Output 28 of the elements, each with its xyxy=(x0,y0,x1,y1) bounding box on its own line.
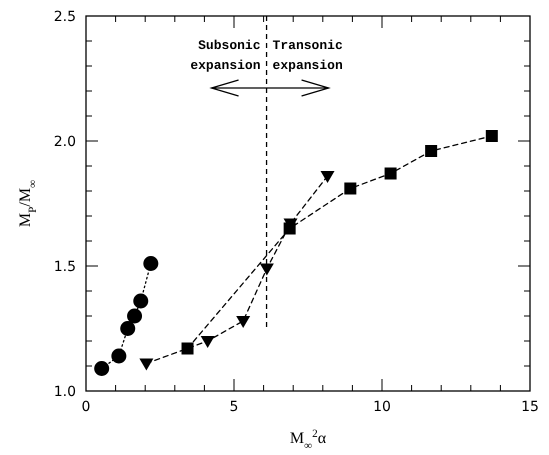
point xyxy=(182,342,194,354)
x-tick-label: 0 xyxy=(82,399,90,415)
point xyxy=(236,316,250,328)
x-tick-label: 10 xyxy=(373,399,391,415)
point xyxy=(320,171,335,183)
point xyxy=(200,336,215,348)
point xyxy=(260,264,274,276)
point xyxy=(133,294,148,308)
y-tick-label: 2.5 xyxy=(54,9,76,25)
point xyxy=(143,256,158,271)
point xyxy=(111,348,126,364)
annotation: Subsonic expansion xyxy=(190,38,261,73)
point xyxy=(139,358,154,370)
point xyxy=(384,168,397,180)
point xyxy=(94,361,110,376)
x-tick-label: 15 xyxy=(521,399,539,415)
point xyxy=(120,321,136,336)
y-tick-label: 2.0 xyxy=(54,134,76,150)
x-tick-label: 5 xyxy=(230,399,238,415)
point xyxy=(344,182,356,194)
point xyxy=(127,308,142,324)
point xyxy=(425,145,438,157)
annotation: Transonic expansion xyxy=(272,38,343,73)
x-axis-title: M$_{∞}$$^{2}$α xyxy=(290,428,327,452)
point xyxy=(486,130,498,142)
point xyxy=(284,222,296,234)
y-tick-label: 1.0 xyxy=(54,384,76,400)
y-tick-label: 1.5 xyxy=(54,259,76,275)
